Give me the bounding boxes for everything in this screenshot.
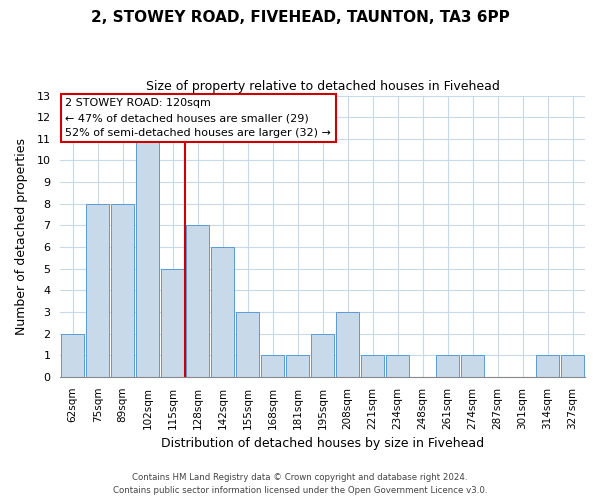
Bar — [211, 247, 234, 377]
Bar — [386, 355, 409, 377]
Y-axis label: Number of detached properties: Number of detached properties — [15, 138, 28, 334]
Text: Contains HM Land Registry data © Crown copyright and database right 2024.
Contai: Contains HM Land Registry data © Crown c… — [113, 474, 487, 495]
Bar — [236, 312, 259, 377]
Bar — [61, 334, 84, 377]
Bar — [286, 355, 309, 377]
Text: 2, STOWEY ROAD, FIVEHEAD, TAUNTON, TA3 6PP: 2, STOWEY ROAD, FIVEHEAD, TAUNTON, TA3 6… — [91, 10, 509, 25]
Bar — [361, 355, 384, 377]
Bar — [261, 355, 284, 377]
Bar — [111, 204, 134, 377]
X-axis label: Distribution of detached houses by size in Fivehead: Distribution of detached houses by size … — [161, 437, 484, 450]
Bar — [311, 334, 334, 377]
Bar — [436, 355, 459, 377]
Bar — [561, 355, 584, 377]
Bar — [136, 139, 159, 377]
Bar — [86, 204, 109, 377]
Text: 2 STOWEY ROAD: 120sqm
← 47% of detached houses are smaller (29)
52% of semi-deta: 2 STOWEY ROAD: 120sqm ← 47% of detached … — [65, 98, 331, 138]
Bar — [461, 355, 484, 377]
Bar — [186, 226, 209, 377]
Bar — [536, 355, 559, 377]
Bar — [336, 312, 359, 377]
Bar — [161, 268, 184, 377]
Title: Size of property relative to detached houses in Fivehead: Size of property relative to detached ho… — [146, 80, 500, 93]
